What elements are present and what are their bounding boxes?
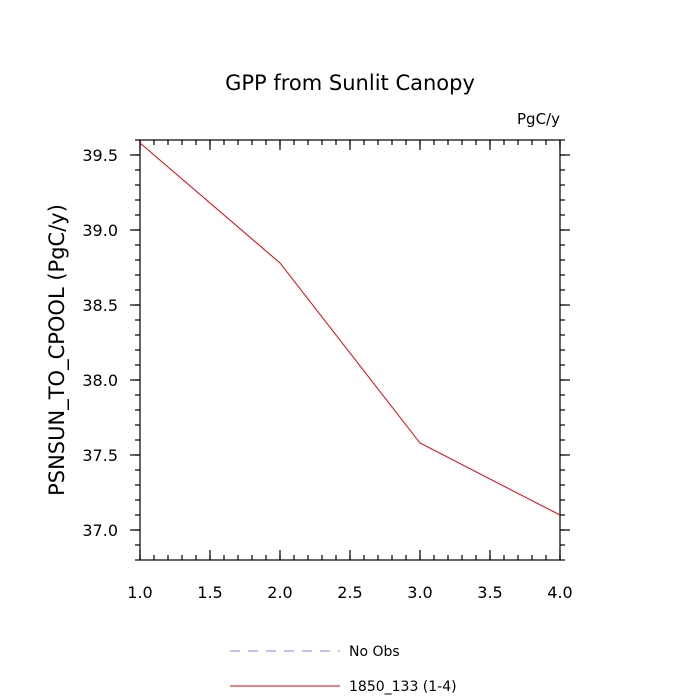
y-tick-label: 39.5 [82,146,118,165]
legend-label-0: No Obs [349,644,400,660]
y-axis-label: PSNSUN_TO_CPOOL (PgC/y) [45,204,70,496]
y-tick-label: 39.0 [82,221,118,240]
legend-label-1: 1850_133 (1-4) [349,679,457,695]
series-lines [139,142,561,516]
y-tick-label: 38.5 [82,296,118,315]
x-tick-label: 2.5 [337,583,362,602]
x-tick-label: 1.0 [127,583,152,602]
x-tick-label: 1.5 [197,583,222,602]
y-tick-label: 37.5 [82,446,118,465]
series-line-1 [139,142,561,516]
x-tick-label: 3.5 [477,583,502,602]
plot-frame [139,139,561,561]
x-tick-label: 2.0 [267,583,292,602]
y-tick-label: 37.0 [82,521,118,540]
legend: No Obs 1850_133 (1-4) [230,644,457,695]
units-label: PgC/y [517,110,560,128]
tick-labels: 1.0 1.5 2.0 2.5 3.0 3.5 4.0 37.0 37.5 38.0 38.5 39.… [82,146,572,602]
axis-ticks [130,139,570,561]
x-tick-label: 3.0 [407,583,432,602]
chart-title: GPP from Sunlit Canopy [225,71,475,95]
y-tick-label: 38.0 [82,371,118,390]
x-tick-label: 4.0 [547,583,572,602]
